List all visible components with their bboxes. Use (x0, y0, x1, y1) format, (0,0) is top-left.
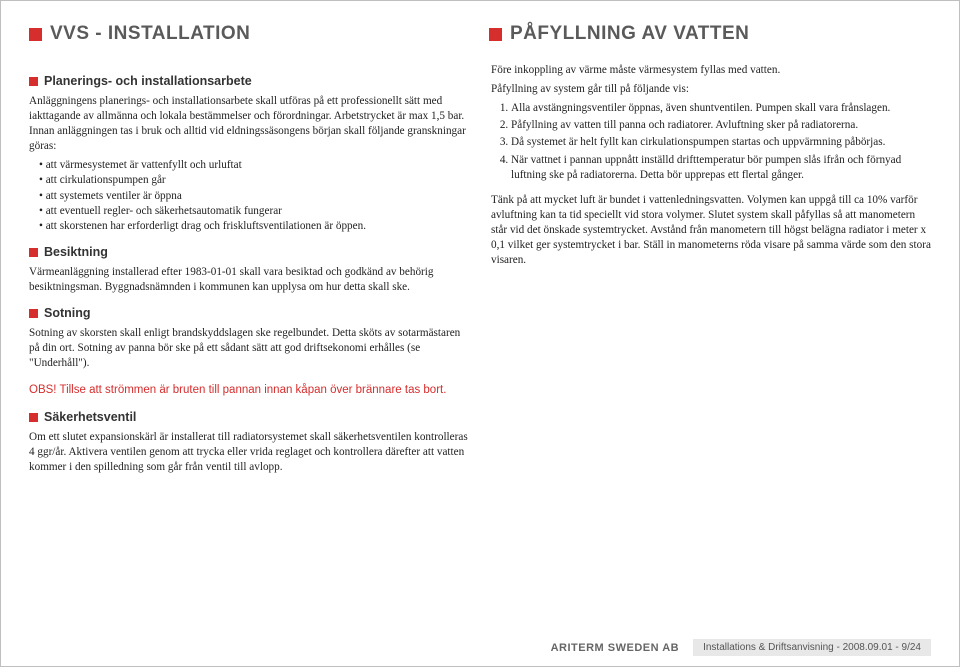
square-icon (29, 248, 38, 257)
heading-sakerhetsventil: Säkerhetsventil (29, 409, 469, 426)
granskningar-list: att värmesystemet är vattenfyllt och url… (29, 158, 469, 234)
footer-brand: ARITERM SWEDEN AB (551, 642, 679, 654)
column-right: Före inkoppling av värme måste värmesyst… (491, 63, 931, 479)
sakerhetsventil-paragraph: Om ett slutet expansionskärl är installe… (29, 430, 469, 475)
title-row: VVS - INSTALLATION PÅFYLLNING AV VATTEN (29, 23, 931, 45)
heading-sotning: Sotning (29, 305, 469, 322)
title-vvs: VVS - INSTALLATION (29, 23, 489, 45)
footer-docinfo: Installations & Driftsanvisning - 2008.0… (693, 639, 931, 656)
pafyllning-steps-title: Påfyllning av system går till på följand… (491, 82, 931, 97)
square-icon (489, 28, 502, 41)
pafyllning-notes: Tänk på att mycket luft är bundet i vatt… (491, 193, 931, 269)
heading-besiktning-text: Besiktning (44, 244, 108, 261)
title-vvs-text: VVS - INSTALLATION (50, 23, 250, 45)
step-item: När vattnet i pannan uppnått inställd dr… (511, 153, 931, 183)
page: VVS - INSTALLATION PÅFYLLNING AV VATTEN … (0, 0, 960, 667)
square-icon (29, 77, 38, 86)
title-pafyllning-text: PÅFYLLNING AV VATTEN (510, 23, 749, 45)
planerings-paragraph: Anläggningens planerings- och installati… (29, 94, 469, 154)
step-item: Alla avstängningsventiler öppnas, även s… (511, 101, 931, 116)
list-item: att värmesystemet är vattenfyllt och url… (39, 158, 469, 173)
heading-sotning-text: Sotning (44, 305, 91, 322)
heading-planerings: Planerings- och installationsarbete (29, 73, 469, 90)
title-pafyllning: PÅFYLLNING AV VATTEN (489, 23, 931, 45)
heading-sakerhetsventil-text: Säkerhetsventil (44, 409, 136, 426)
pafyllning-steps: Alla avstängningsventiler öppnas, även s… (491, 101, 931, 183)
list-item: att skorstenen har erforderligt drag och… (39, 219, 469, 234)
step-item: Påfyllning av vatten till panna och radi… (511, 118, 931, 133)
besiktning-paragraph: Värmeanläggning installerad efter 1983-0… (29, 265, 469, 295)
footer: ARITERM SWEDEN AB Installations & Drifts… (29, 639, 931, 656)
square-icon (29, 28, 42, 41)
step-item: Då systemet är helt fyllt kan cirkulatio… (511, 135, 931, 150)
obs-warning: OBS! Tillse att strömmen är bruten till … (29, 383, 469, 399)
columns: Planerings- och installationsarbete Anlä… (29, 63, 931, 479)
sotning-paragraph: Sotning av skorsten skall enligt brandsk… (29, 326, 469, 371)
heading-besiktning: Besiktning (29, 244, 469, 261)
square-icon (29, 413, 38, 422)
square-icon (29, 309, 38, 318)
list-item: att cirkulationspumpen går (39, 173, 469, 188)
pafyllning-lead: Före inkoppling av värme måste värmesyst… (491, 63, 931, 78)
list-item: att eventuell regler- och säkerhetsautom… (39, 204, 469, 219)
heading-planerings-text: Planerings- och installationsarbete (44, 73, 252, 90)
list-item: att systemets ventiler är öppna (39, 189, 469, 204)
column-left: Planerings- och installationsarbete Anlä… (29, 63, 469, 479)
